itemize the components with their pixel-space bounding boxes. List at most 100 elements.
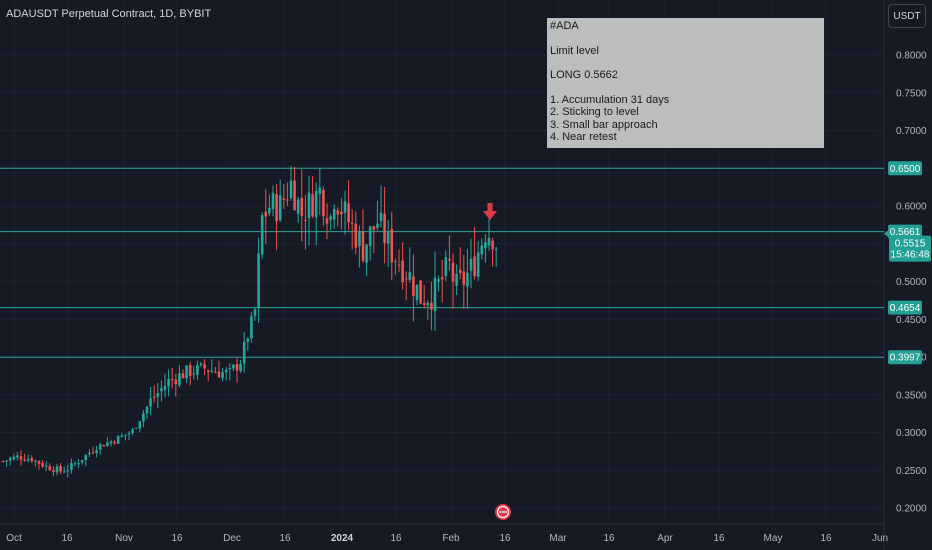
candle-body: [80, 460, 84, 463]
candle-body: [113, 441, 116, 444]
candle-body: [192, 373, 196, 375]
candle-body: [98, 444, 102, 450]
candle: [228, 363, 232, 381]
note-line: 4. Near retest: [550, 131, 617, 143]
candle-body: [365, 244, 368, 263]
countdown-value: 15:46:48: [891, 250, 930, 261]
candle-body: [383, 213, 386, 243]
analysis-note: #ADA Limit level LONG 0.5662 1. Accumula…: [547, 18, 824, 148]
arrow-marker: [483, 203, 497, 220]
candle-body: [5, 460, 8, 462]
candle: [448, 235, 451, 271]
candle-body: [368, 226, 372, 246]
candle-body: [458, 269, 462, 274]
candle: [469, 238, 473, 289]
y-tick-label: 0.2500: [896, 466, 927, 477]
candle: [214, 366, 217, 373]
candle-body: [253, 309, 257, 316]
candle: [264, 189, 268, 244]
candle-body: [239, 364, 242, 371]
x-axis: Oct 16 Nov 16 Dec 16 2024 16 Feb 16 Mar 16 Apr 16 May 1…: [6, 533, 888, 544]
candle: [34, 459, 37, 467]
candle-body: [188, 364, 192, 376]
candle-body: [433, 277, 437, 312]
candle-body: [199, 363, 203, 365]
news-icon[interactable]: [495, 504, 511, 520]
candle-body: [408, 272, 412, 280]
candle-body: [30, 458, 34, 462]
x-tick-label: 2024: [331, 533, 354, 544]
badge-pointer: [884, 229, 889, 238]
candle-body: [426, 303, 430, 306]
candle: [134, 427, 138, 430]
candle-body: [372, 226, 376, 230]
candle-body: [34, 460, 37, 462]
note-line: #ADA: [550, 20, 579, 32]
candle-body: [415, 284, 419, 300]
badge-bg: [888, 300, 922, 315]
candle: [145, 405, 149, 420]
candle-body: [487, 237, 491, 246]
candle: [124, 434, 127, 441]
candle: [239, 359, 242, 373]
candle-body: [293, 180, 296, 211]
candle-body: [70, 463, 73, 470]
candle: [390, 211, 394, 280]
candle: [52, 466, 55, 477]
candle-body: [250, 316, 253, 339]
candle-body: [440, 277, 444, 280]
x-tick-label: May: [764, 533, 783, 544]
candle: [44, 460, 48, 471]
candle: [304, 195, 307, 250]
y-tick-label: 0.4500: [896, 315, 927, 326]
candle-body: [275, 194, 278, 222]
note-line: 3. Small bar approach: [550, 118, 658, 131]
candle: [37, 460, 41, 470]
candle-body: [332, 208, 336, 220]
candle-body: [419, 280, 422, 304]
candle-body: [473, 256, 476, 277]
currency-button[interactable]: USDT: [888, 4, 926, 28]
candle: [451, 253, 455, 309]
candle: [1, 460, 5, 463]
candle: [379, 185, 383, 228]
x-tick-label: Oct: [6, 533, 22, 544]
candle-body: [289, 180, 293, 199]
candle-body: [206, 370, 210, 372]
candle-body: [286, 199, 289, 201]
candle-body: [430, 302, 433, 310]
chart-title: ADAUSDT Perpetual Contract, 1D, BYBIT: [6, 8, 212, 20]
candle: [440, 259, 444, 303]
candle: [268, 194, 271, 217]
candle-body: [66, 470, 70, 472]
note-line: 2. Sticking to level: [550, 106, 639, 118]
candle: [80, 459, 84, 465]
candle: [275, 183, 278, 251]
candle: [347, 180, 350, 230]
candle-body: [296, 199, 300, 214]
candle-body: [181, 373, 185, 379]
candle: [26, 454, 30, 463]
candle: [73, 461, 77, 467]
candle-body: [422, 302, 426, 305]
candle-body: [127, 433, 131, 435]
candle: [296, 196, 300, 223]
candle-body: [304, 220, 307, 222]
badge-bg: [889, 235, 931, 262]
candle-body: [95, 450, 98, 454]
candle: [322, 186, 325, 226]
candle: [437, 275, 440, 292]
candle: [221, 367, 224, 382]
candle: [386, 219, 390, 268]
candle: [210, 359, 214, 373]
x-tick-label: Dec: [223, 533, 241, 544]
candle-body: [235, 364, 239, 371]
x-tick-label: 16: [171, 533, 183, 544]
candle: [48, 463, 52, 471]
candle-body: [26, 458, 30, 461]
candle: [88, 449, 91, 458]
candle-body: [214, 371, 217, 373]
level-badge: 0.6500: [888, 161, 922, 176]
candle-body: [358, 231, 361, 246]
